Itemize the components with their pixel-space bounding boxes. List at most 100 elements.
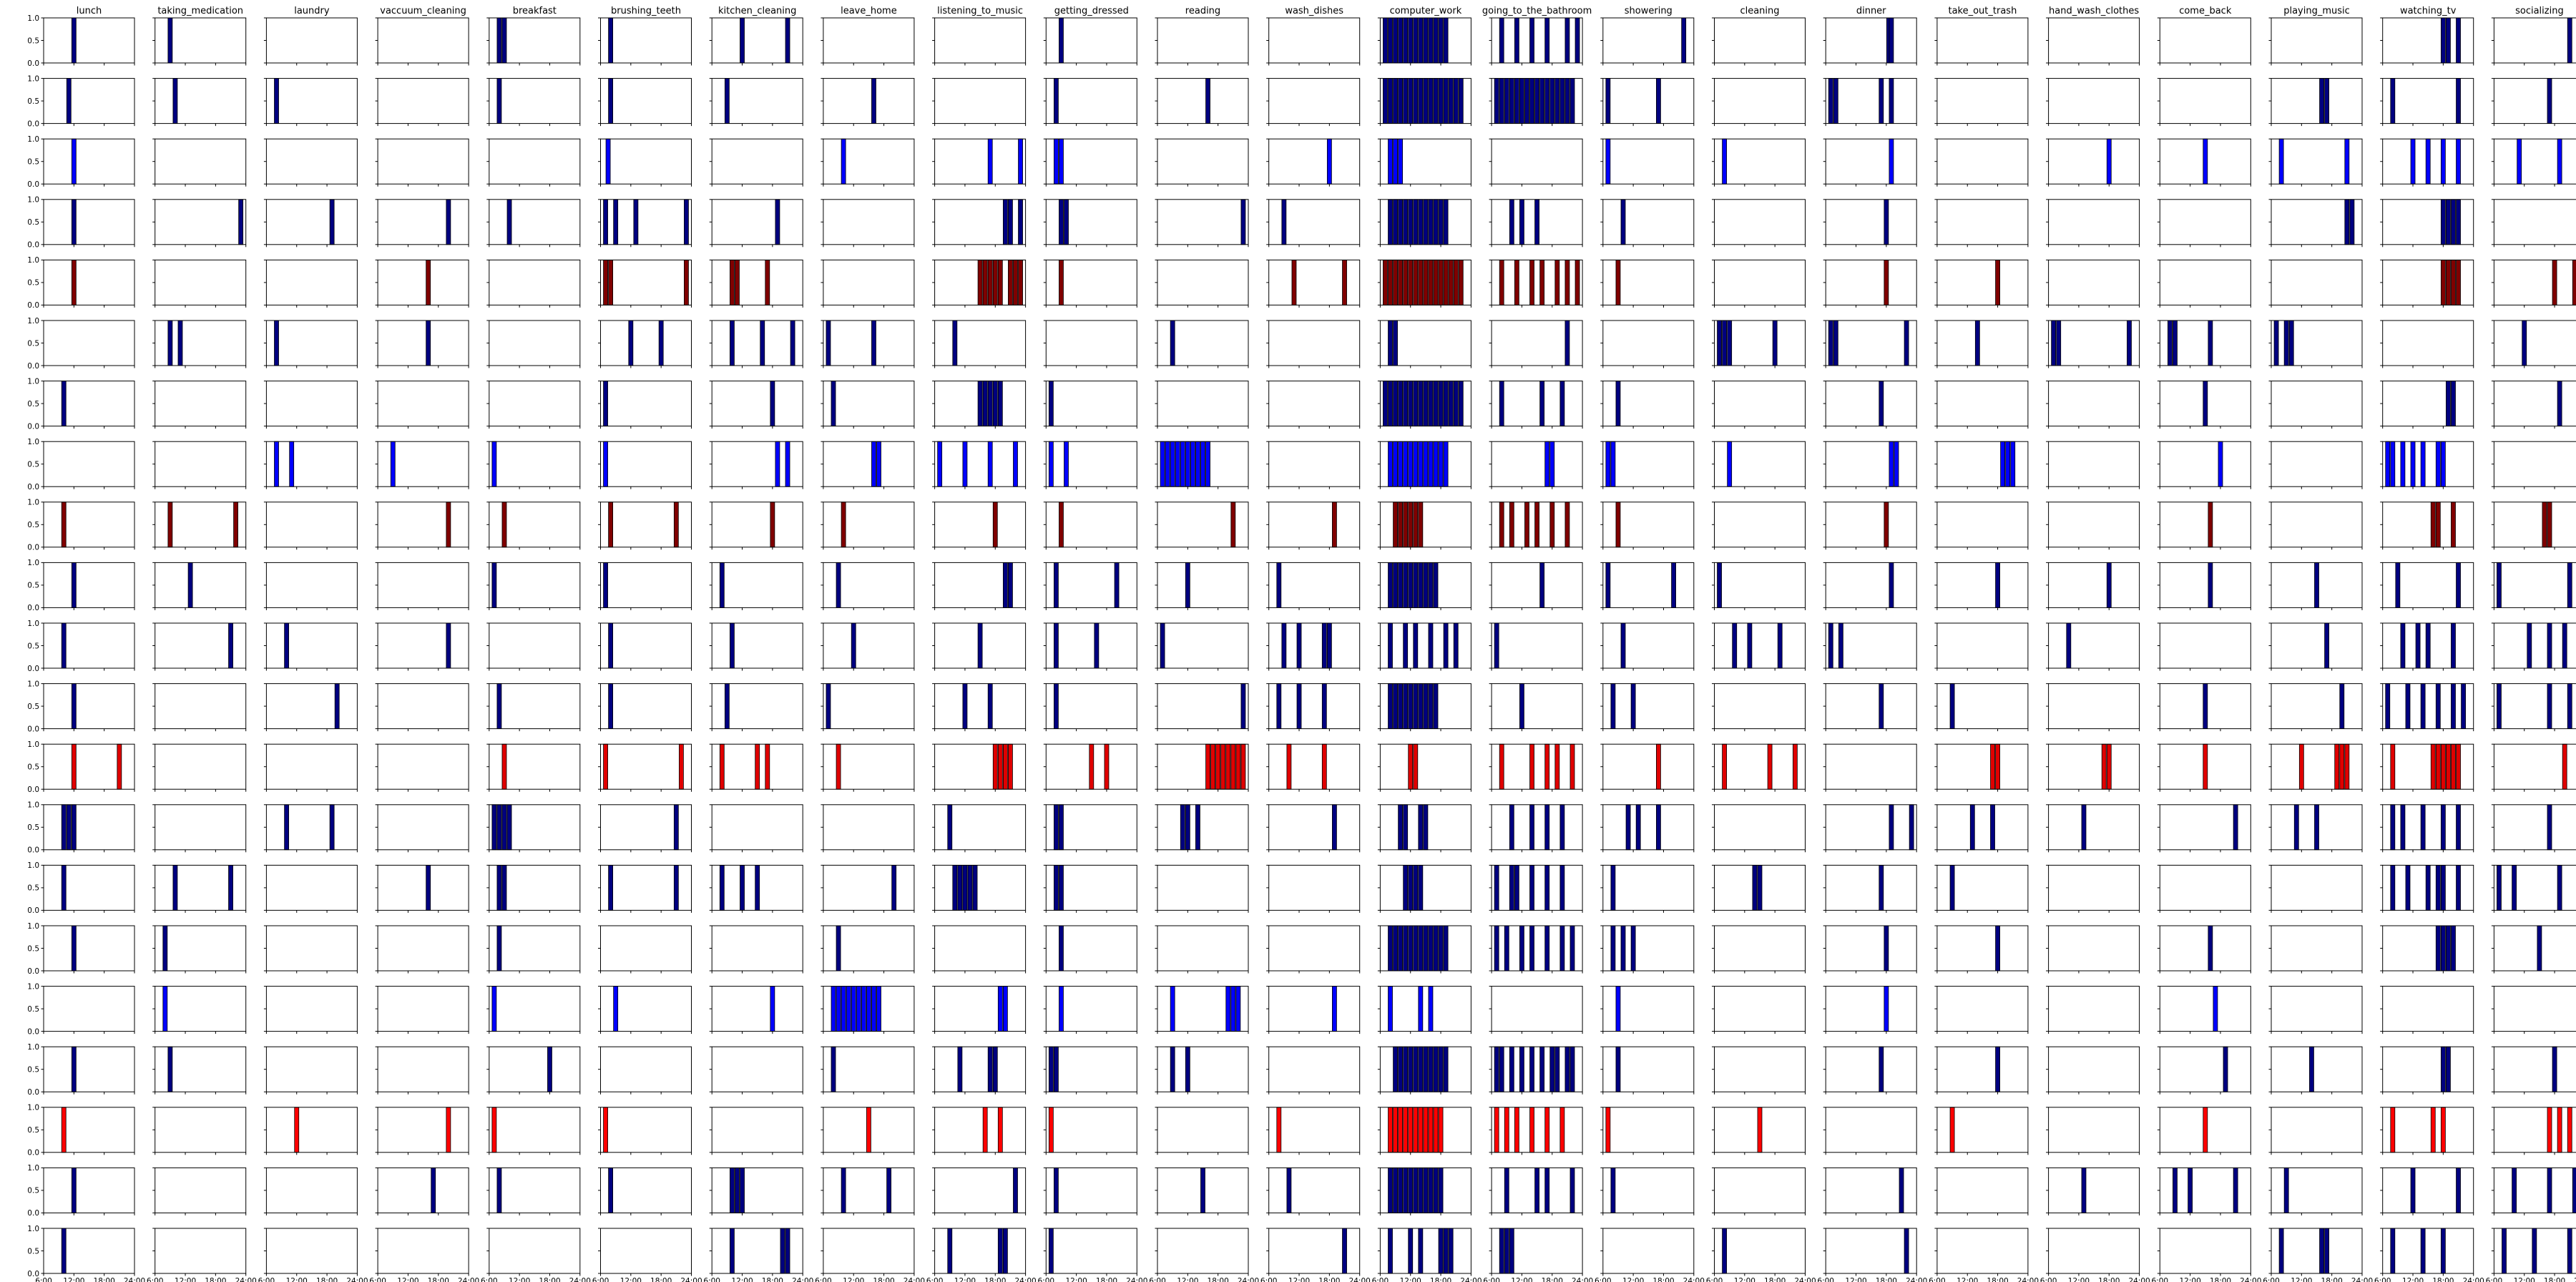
y-tick-label: 1.0 xyxy=(27,680,39,688)
bar xyxy=(1403,199,1409,245)
panel-r18-laundry xyxy=(263,1107,358,1155)
panel-r7-come_back xyxy=(2157,441,2251,489)
panel-r3-playing_music xyxy=(2268,199,2363,248)
panel-r2-hand_wash_clothes xyxy=(2046,138,2140,187)
bar xyxy=(2056,320,2062,366)
bar xyxy=(1499,743,1504,790)
bar xyxy=(1403,259,1409,305)
bar xyxy=(962,865,968,911)
bar xyxy=(2451,622,2456,669)
panel-r12-getting_dressed xyxy=(1043,743,1137,792)
bar xyxy=(1398,259,1404,305)
panel-r7-getting_dressed xyxy=(1043,441,1137,489)
bar xyxy=(1433,78,1439,124)
bar xyxy=(1428,562,1434,608)
bar xyxy=(1949,1107,1955,1153)
panel-r18-going_to_the_bathroom xyxy=(1489,1107,1583,1155)
bar xyxy=(1438,1107,1444,1153)
panel-r17-showering xyxy=(1600,1046,1695,1095)
bar xyxy=(608,622,614,669)
panel-r15-socializing xyxy=(2491,925,2576,974)
panel-r10-dinner xyxy=(1823,622,1917,671)
y-tick-label: 1.0 xyxy=(27,499,39,507)
bar xyxy=(1225,986,1231,1032)
panel-r5-brushing_teeth xyxy=(598,320,692,368)
bar xyxy=(2344,138,2350,185)
panel-r16-reading xyxy=(1155,986,1249,1034)
bar xyxy=(1059,986,1064,1032)
panel-r19-wash_dishes xyxy=(1266,1167,1361,1215)
bar xyxy=(1403,925,1409,972)
panel-r19-kitchen_cleaning xyxy=(709,1167,803,1215)
panel-r3-hand_wash_clothes xyxy=(2046,199,2140,248)
bar xyxy=(1418,804,1424,851)
bar xyxy=(2440,804,2446,851)
bar xyxy=(1899,1168,1904,1213)
bar xyxy=(1519,925,1524,972)
panel-r17-come_back xyxy=(2157,1046,2251,1095)
bar xyxy=(1413,501,1419,548)
panel-r3-leave_home xyxy=(821,199,915,248)
bar xyxy=(1423,199,1429,245)
bar xyxy=(613,986,619,1032)
bar xyxy=(2339,683,2345,729)
y-tick-label: 1.0 xyxy=(27,256,39,265)
bar xyxy=(2440,1046,2446,1092)
bar xyxy=(2273,320,2279,366)
bar xyxy=(1114,562,1120,608)
bar xyxy=(2497,562,2502,608)
panel-r15-computer_work xyxy=(1377,925,1471,974)
y-tick-label: 0.0 xyxy=(27,1088,39,1097)
panel-r19-leave_home xyxy=(821,1167,915,1215)
bar xyxy=(172,78,178,124)
bar xyxy=(1549,501,1555,548)
column-title-cleaning: cleaning xyxy=(1740,6,1779,16)
panel-r9-showering xyxy=(1600,562,1695,610)
panel-r17-wash_dishes xyxy=(1266,1046,1361,1095)
panel-r1-vaccuum_cleaning xyxy=(375,78,469,127)
bar xyxy=(1054,1046,1059,1092)
bar xyxy=(1428,381,1434,426)
panel-r1-laundry xyxy=(263,78,358,127)
bar xyxy=(1413,78,1419,124)
panel-r18-take_out_trash xyxy=(1934,1107,2029,1155)
bar xyxy=(2552,1046,2557,1092)
panel-r15-reading xyxy=(1155,925,1249,974)
bar xyxy=(2557,1107,2562,1153)
panel-r11-leave_home xyxy=(821,683,915,732)
y-tick-label: 0.0 xyxy=(27,362,39,371)
bar xyxy=(1423,259,1429,305)
panel-r7-playing_music xyxy=(2268,441,2363,489)
bar xyxy=(71,199,77,245)
column-title-getting_dressed: getting_dressed xyxy=(1054,6,1129,16)
panel-r16-breakfast xyxy=(486,986,581,1034)
bar xyxy=(775,441,780,487)
bar xyxy=(1054,865,1059,911)
panel-r0-breakfast xyxy=(486,17,581,66)
panel-r15-take_out_trash xyxy=(1934,925,2029,974)
bar xyxy=(1418,441,1424,487)
bar xyxy=(1443,199,1449,245)
bar xyxy=(1048,1046,1054,1092)
bar xyxy=(1408,441,1414,487)
bar xyxy=(501,743,507,790)
bar xyxy=(2567,17,2572,64)
bar xyxy=(603,199,608,245)
bar xyxy=(2435,743,2441,790)
bar xyxy=(997,259,1003,305)
panel-r2-dinner xyxy=(1823,138,1917,187)
column-title-dinner: dinner xyxy=(1856,6,1886,16)
panel-r9-take_out_trash xyxy=(1934,562,2029,610)
bar xyxy=(1398,17,1404,64)
bar xyxy=(1388,138,1393,185)
panel-r14-laundry xyxy=(263,864,358,913)
bar xyxy=(1828,78,1833,124)
panel-r2-breakfast xyxy=(486,138,581,187)
y-tick-label: 1.0 xyxy=(27,1043,39,1052)
panel-r1-showering xyxy=(1600,78,1695,127)
bar xyxy=(2440,865,2446,911)
panel-r13-socializing xyxy=(2491,804,2576,853)
bar xyxy=(1438,1168,1444,1213)
bar xyxy=(2168,320,2173,366)
y-tick-label: 0.5 xyxy=(27,944,39,953)
